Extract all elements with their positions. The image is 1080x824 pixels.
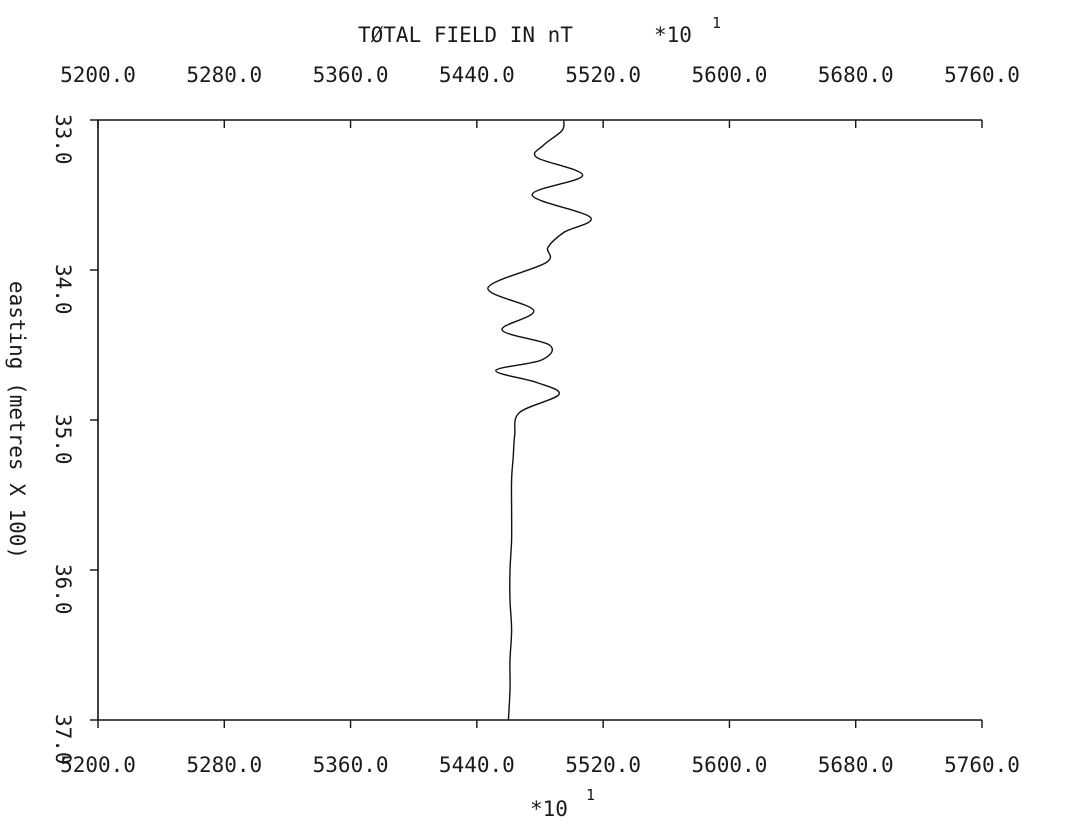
x-tick-label-top: 5760.0 bbox=[944, 63, 1020, 87]
x-tick-label-bottom: 5760.0 bbox=[944, 753, 1020, 777]
y-axis: 33.0 34.0 35.0 36.0 37.0 bbox=[51, 114, 98, 765]
chart-title-text: TØTAL FIELD IN nT bbox=[358, 23, 573, 47]
y-tick-label: 35.0 bbox=[51, 414, 75, 465]
chart-title-multiplier: *10 bbox=[654, 23, 692, 47]
y-tick-label: 36.0 bbox=[51, 564, 75, 615]
x-tick-label-bottom: 5600.0 bbox=[691, 753, 767, 777]
x-axis-multiplier-exponent: 1 bbox=[586, 786, 595, 804]
x-tick-label-bottom: 5200.0 bbox=[60, 753, 136, 777]
series-line-0 bbox=[487, 119, 592, 721]
y-tick-label: 37.0 bbox=[51, 714, 75, 765]
x-tick-label-top: 5440.0 bbox=[439, 63, 515, 87]
x-tick-label-bottom: 5680.0 bbox=[818, 753, 894, 777]
x-tick-label-top: 5600.0 bbox=[691, 63, 767, 87]
y-axis-label: easting (metres X 100) bbox=[5, 281, 29, 559]
y-tick-label: 33.0 bbox=[51, 114, 75, 165]
x-tick-label-bottom: 5280.0 bbox=[186, 753, 262, 777]
chart-title-multiplier-exponent: 1 bbox=[712, 14, 721, 32]
x-tick-label-top: 5360.0 bbox=[313, 63, 389, 87]
x-axis-multiplier-text: *10 bbox=[530, 797, 568, 821]
y-tick-label: 34.0 bbox=[51, 264, 75, 315]
chart-title: TØTAL FIELD IN nT *10 1 bbox=[358, 14, 721, 47]
x-tick-label-top: 5520.0 bbox=[565, 63, 641, 87]
x-axis-multiplier: *10 1 bbox=[530, 786, 595, 821]
x-tick-label-top: 5280.0 bbox=[186, 63, 262, 87]
x-tick-label-top: 5680.0 bbox=[818, 63, 894, 87]
x-tick-label-top: 5200.0 bbox=[60, 63, 136, 87]
plot-frame bbox=[97, 119, 982, 721]
x-tick-label-bottom: 5440.0 bbox=[439, 753, 515, 777]
x-tick-label-bottom: 5360.0 bbox=[313, 753, 389, 777]
x-tick-label-bottom: 5520.0 bbox=[565, 753, 641, 777]
x-axis-bottom: 5200.0 5280.0 5360.0 5440.0 5520.0 5600.0 5680… bbox=[60, 720, 1020, 777]
x-axis-top: 5200.0 5280.0 5360.0 5440.0 5520.0 5600.0 5680… bbox=[60, 63, 1020, 128]
series-group bbox=[487, 119, 592, 721]
